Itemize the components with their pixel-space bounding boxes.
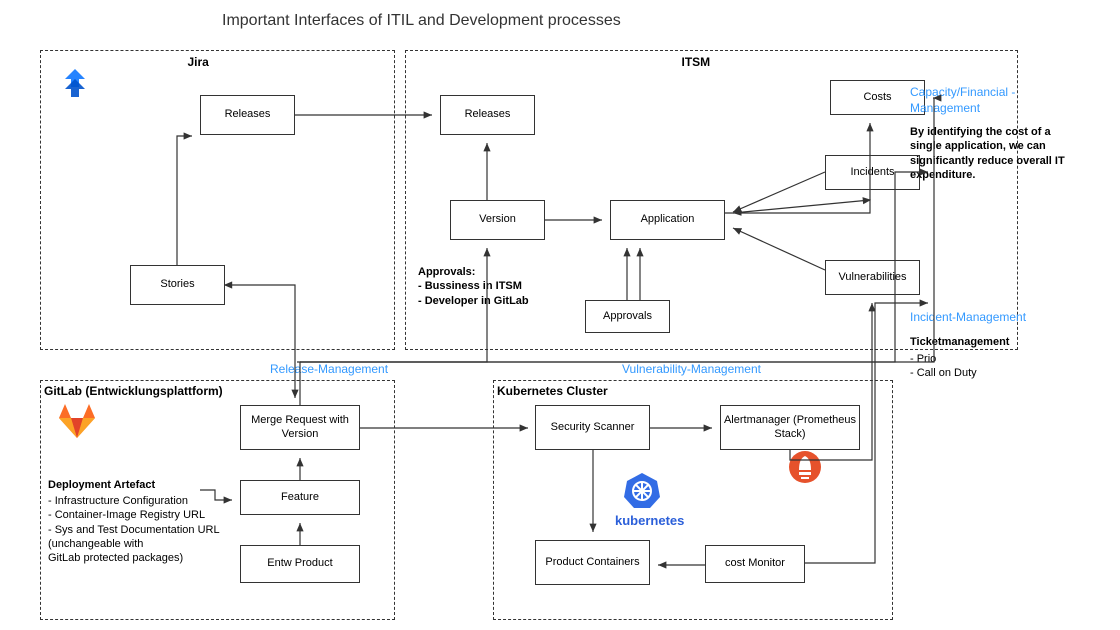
- group-gitlab-label: GitLab (Entwicklungsplattform): [44, 384, 223, 398]
- annotation-deploy_head: Deployment Artefact: [48, 478, 155, 492]
- node-application: Application: [610, 200, 725, 240]
- node-prodcont: Product Containers: [535, 540, 650, 585]
- node-itsm_releases: Releases: [440, 95, 535, 135]
- jira-icon: [55, 65, 95, 105]
- kubernetes-label: kubernetes: [615, 513, 684, 528]
- node-entw: Entw Product: [240, 545, 360, 583]
- node-costmon: cost Monitor: [705, 545, 805, 583]
- annotation-release_mgmt: Release-Management: [270, 362, 388, 378]
- annotation-inc_mgmt: Incident-Management: [910, 310, 1026, 326]
- page-title: Important Interfaces of ITIL and Develop…: [222, 12, 621, 30]
- annotation-vuln_mgmt: Vulnerability-Management: [622, 362, 761, 378]
- node-version: Version: [450, 200, 545, 240]
- node-feature: Feature: [240, 480, 360, 515]
- node-vulnerab: Vulnerabilities: [825, 260, 920, 295]
- group-k8s-label: Kubernetes Cluster: [497, 384, 608, 398]
- annotation-cap_body: By identifying the cost of a single appl…: [910, 125, 1080, 182]
- annotation-tkt_head: Ticketmanagement: [910, 335, 1009, 349]
- annotation-appr_text: Approvals: - Bussiness in ITSM - Develop…: [418, 265, 578, 308]
- node-secscan: Security Scanner: [535, 405, 650, 450]
- annotation-deploy_body: - Infrastructure Configuration - Contain…: [48, 494, 238, 565]
- node-approvals: Approvals: [585, 300, 670, 333]
- node-incidents: Incidents: [825, 155, 920, 190]
- node-alertmgr: Alertmanager (Prometheus Stack): [720, 405, 860, 450]
- group-itsm-label: ITSM: [682, 55, 711, 69]
- node-merge: Merge Request with Version: [240, 405, 360, 450]
- node-jira_releases: Releases: [200, 95, 295, 135]
- kubernetes-icon: [622, 470, 662, 510]
- group-jira-label: Jira: [188, 55, 209, 69]
- gitlab-icon: [55, 398, 99, 442]
- annotation-cap_fin: Capacity/Financial -Management: [910, 85, 1070, 116]
- annotation-tkt_body: - Prio - Call on Duty: [910, 352, 977, 381]
- node-jira_stories: Stories: [130, 265, 225, 305]
- prometheus-icon: [788, 450, 822, 484]
